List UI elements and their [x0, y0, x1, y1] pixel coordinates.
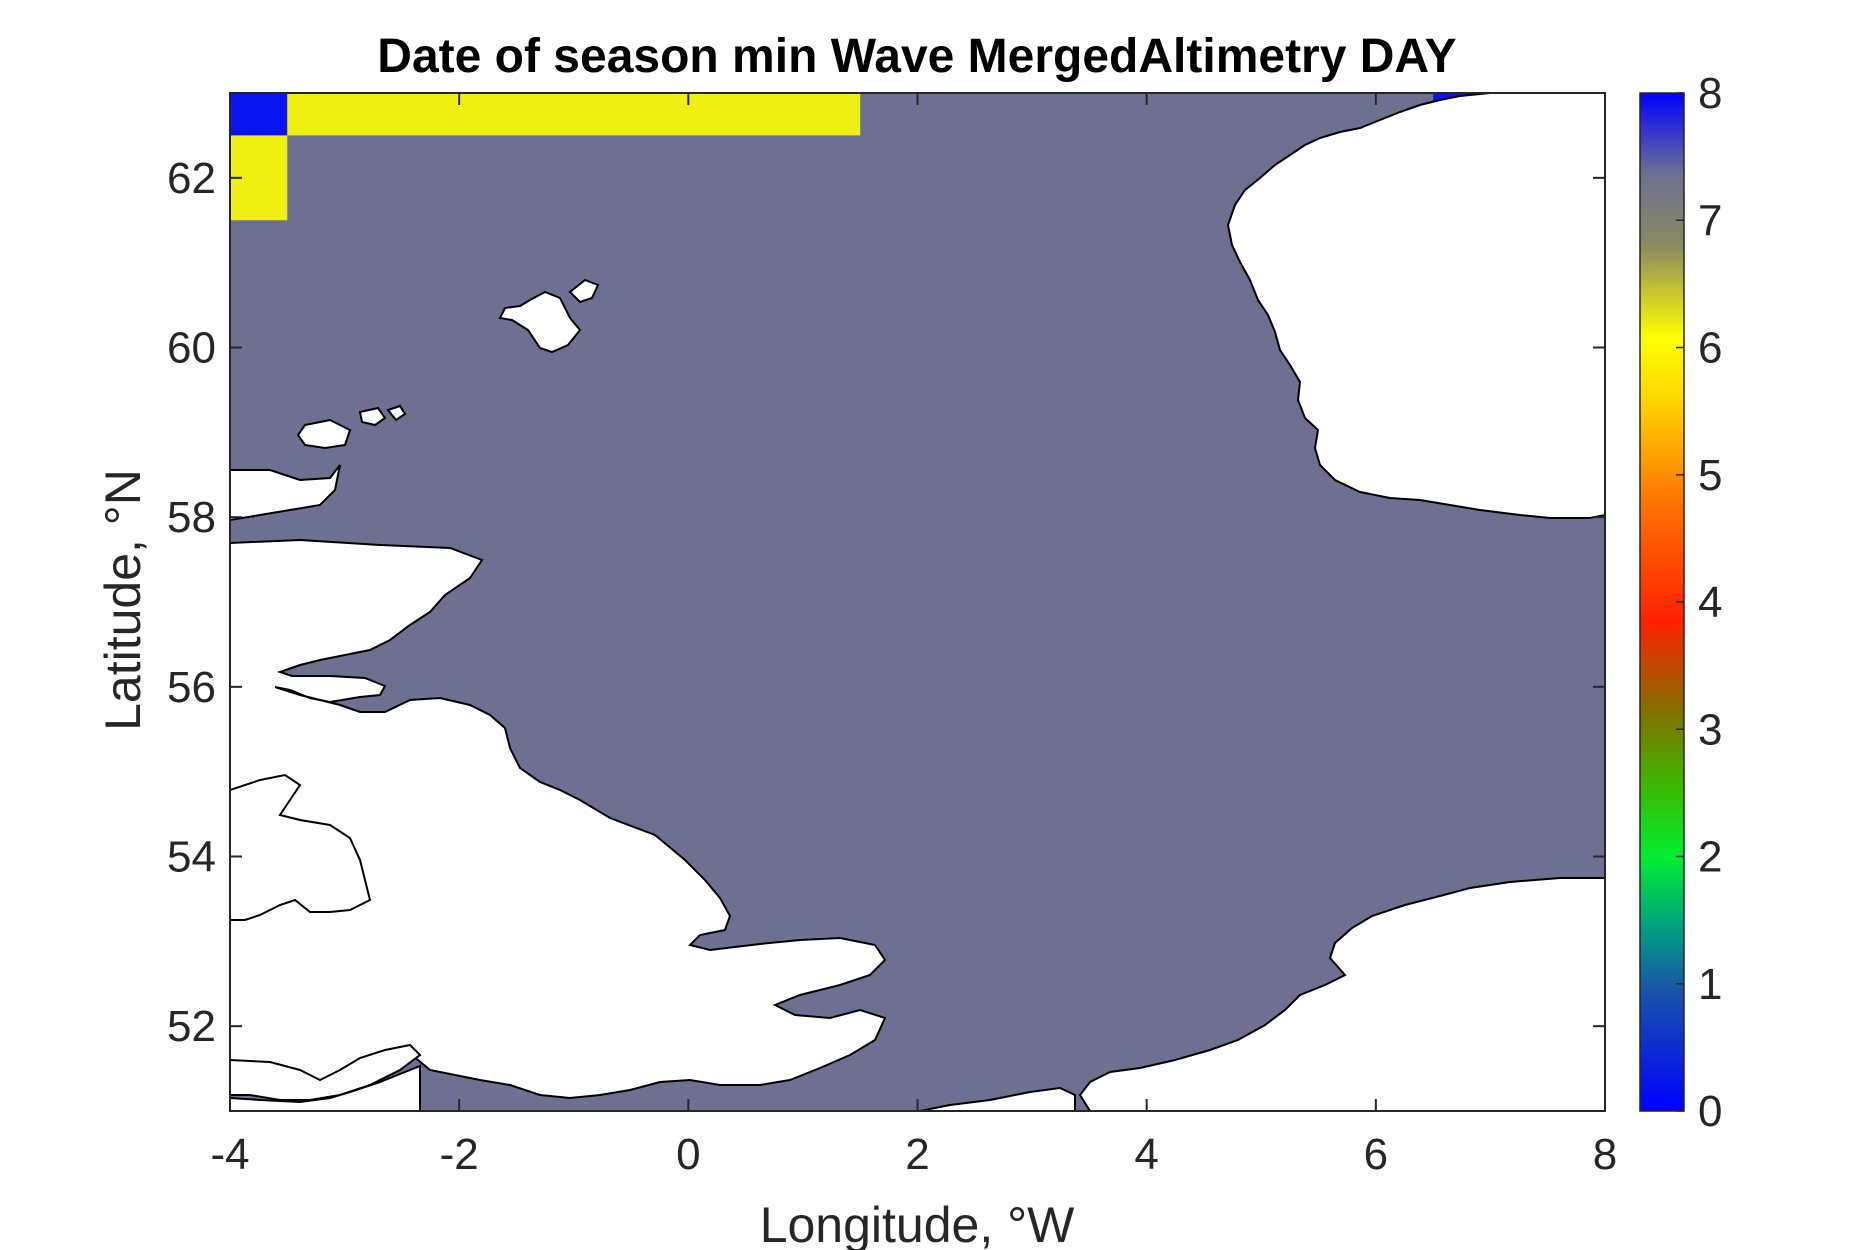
- y-axis-ticks: 52 54 56 58 60 62: [167, 154, 1605, 1051]
- y-tick-label: 52: [167, 1002, 216, 1051]
- x-axis-ticks: -4 -2 0 2 4 6 8: [210, 93, 1617, 1179]
- data-cell: [287, 93, 861, 136]
- x-tick-label: -4: [210, 1130, 249, 1179]
- chart-title: Date of season min Wave MergedAltimetry …: [377, 30, 1456, 83]
- y-tick-label: 62: [167, 154, 216, 203]
- x-tick-label: 2: [905, 1130, 929, 1179]
- x-tick-label: -2: [440, 1130, 479, 1179]
- land-shetland-north: [568, 278, 600, 304]
- land-south-coast: [230, 1043, 422, 1101]
- x-tick-label: 0: [676, 1130, 700, 1179]
- x-axis-label: Longitude, °W: [760, 1197, 1075, 1250]
- x-tick-label: 6: [1364, 1130, 1388, 1179]
- land-bristol-south: [230, 1064, 421, 1111]
- colorbar-tick-label: 4: [1698, 578, 1722, 627]
- land-belgium-france: [919, 1086, 1076, 1111]
- land-scotland-north: [230, 464, 341, 522]
- colorbar-tick-label: 6: [1698, 324, 1722, 373]
- land-norway: [1226, 93, 1605, 519]
- colorbar-tick-label: 2: [1698, 833, 1722, 882]
- land-netherlands: [1078, 877, 1605, 1111]
- land-great-britain: [230, 538, 887, 1100]
- colorbar-tick-label: 8: [1698, 69, 1722, 118]
- y-tick-label: 60: [167, 324, 216, 373]
- land-west-england: [230, 773, 372, 921]
- land-shetland: [498, 290, 582, 354]
- colorbar-tick-label: 7: [1698, 196, 1722, 245]
- colorbar-ticks: 0 1 2 3 4 5 6 7 8: [1676, 69, 1722, 1136]
- colorbar-tick-label: 1: [1698, 960, 1722, 1009]
- x-tick-label: 8: [1593, 1130, 1617, 1179]
- colorbar-tick-label: 0: [1698, 1087, 1722, 1136]
- land-orkney-small: [358, 406, 387, 427]
- colorbar-tick-label: 5: [1698, 451, 1722, 500]
- y-tick-label: 54: [167, 833, 216, 882]
- data-cell: [230, 93, 288, 136]
- land-orkney-small-2: [386, 404, 407, 422]
- y-tick-label: 58: [167, 493, 216, 542]
- x-tick-label: 4: [1134, 1130, 1158, 1179]
- land-masses: [230, 93, 1605, 1111]
- y-tick-label: 56: [167, 663, 216, 712]
- land-orkney: [296, 418, 352, 450]
- y-axis-label: Latitude, °N: [95, 469, 151, 731]
- colorbar-tick-label: 3: [1698, 705, 1722, 754]
